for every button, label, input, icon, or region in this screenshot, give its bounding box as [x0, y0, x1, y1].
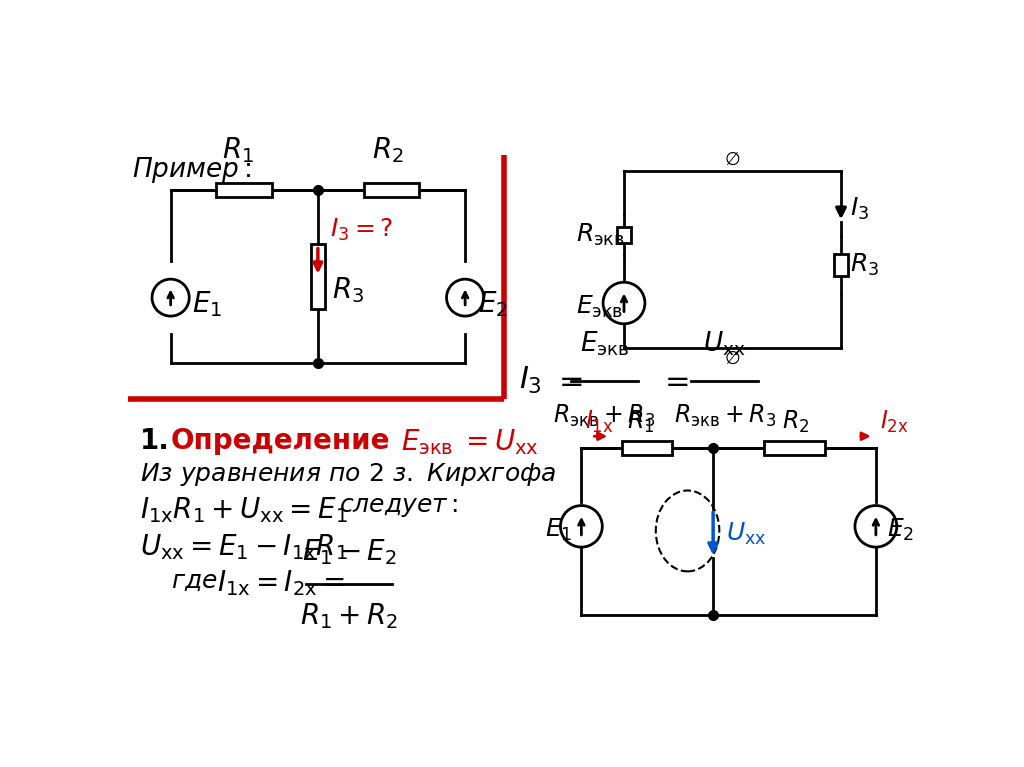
- Circle shape: [855, 505, 897, 547]
- Text: $=$: $=$: [658, 367, 689, 395]
- Text: $E_{\mathsf{экв}}$: $E_{\mathsf{экв}}$: [400, 427, 453, 457]
- Text: $R_1+R_2$: $R_1+R_2$: [300, 601, 398, 630]
- Text: $I_3{=}?$: $I_3{=}?$: [330, 217, 393, 243]
- Text: $=U_{\mathsf{хх}}$: $=U_{\mathsf{хх}}$: [460, 427, 539, 457]
- Text: $I_{1\mathsf{x}}=I_{2\mathsf{x}}=$: $I_{1\mathsf{x}}=I_{2\mathsf{x}}=$: [217, 568, 345, 598]
- Text: $R_3$: $R_3$: [332, 275, 364, 304]
- Text: $\mathit{Из\ уравнения\ по\ 2\ з.\ Кирхгофа}$: $\mathit{Из\ уравнения\ по\ 2\ з.\ Кирхг…: [139, 461, 556, 488]
- Text: $R_1$: $R_1$: [628, 409, 654, 435]
- Text: $=$: $=$: [554, 367, 584, 395]
- Circle shape: [560, 505, 602, 547]
- Text: $R_2$: $R_2$: [372, 136, 403, 165]
- Text: $I_{1\mathsf{x}}$: $I_{1\mathsf{x}}$: [586, 409, 614, 435]
- Bar: [216, 183, 272, 197]
- Bar: [311, 244, 325, 309]
- Text: 1.: 1.: [139, 427, 170, 455]
- Text: $E_2$: $E_2$: [478, 289, 508, 319]
- Text: $R_{\mathsf{экв}}+R_3$: $R_{\mathsf{экв}}+R_3$: [553, 403, 655, 430]
- Bar: [617, 227, 631, 242]
- Circle shape: [603, 282, 645, 324]
- Text: $I_{1\mathsf{x}}R_1+U_{\mathsf{хх}}=E_1$: $I_{1\mathsf{x}}R_1+U_{\mathsf{хх}}=E_1$: [139, 495, 347, 525]
- Text: $\mathit{следует:}$: $\mathit{следует:}$: [339, 495, 459, 518]
- Text: Определение: Определение: [171, 427, 390, 455]
- Text: $I_3$: $I_3$: [519, 365, 543, 397]
- Text: $\emptyset$: $\emptyset$: [724, 151, 740, 169]
- Text: $U_{\mathsf{хх}}$: $U_{\mathsf{хх}}$: [726, 521, 767, 547]
- Circle shape: [446, 279, 483, 316]
- Bar: [364, 183, 420, 197]
- Text: $I_{2\mathsf{x}}$: $I_{2\mathsf{x}}$: [880, 409, 908, 435]
- Text: $R_{\mathsf{экв}}$: $R_{\mathsf{экв}}$: [575, 222, 625, 248]
- Text: $\mathit{где}$: $\mathit{где}$: [171, 568, 217, 593]
- Text: $E_1-E_2$: $E_1-E_2$: [301, 538, 396, 567]
- Text: $E_1$: $E_1$: [191, 289, 222, 319]
- Text: $R_2$: $R_2$: [782, 409, 810, 435]
- Text: $\mathit{Пример:}$: $\mathit{Пример:}$: [132, 155, 252, 185]
- Bar: [764, 441, 825, 455]
- Bar: [834, 254, 848, 276]
- Text: $E_{\mathsf{экв}}$: $E_{\mathsf{экв}}$: [580, 330, 630, 358]
- Text: $I_3$: $I_3$: [850, 196, 869, 222]
- Text: $U_{\mathsf{хх}}$: $U_{\mathsf{хх}}$: [703, 330, 746, 358]
- Text: $U_{\mathsf{хх}}=E_1-I_{1\mathsf{x}}R_1$: $U_{\mathsf{хх}}=E_1-I_{1\mathsf{x}}R_1$: [139, 532, 347, 561]
- Text: $R_{\mathsf{экв}}+R_3$: $R_{\mathsf{экв}}+R_3$: [674, 403, 776, 430]
- Circle shape: [152, 279, 189, 316]
- Bar: [623, 441, 673, 455]
- Text: $R_1$: $R_1$: [222, 136, 254, 165]
- Text: $R_3$: $R_3$: [850, 252, 880, 278]
- Text: $\emptyset$: $\emptyset$: [724, 350, 740, 368]
- Text: $E_{\mathsf{экв}}$: $E_{\mathsf{экв}}$: [575, 294, 624, 320]
- Text: $E_2$: $E_2$: [887, 517, 913, 543]
- Text: $E_1$: $E_1$: [545, 517, 572, 543]
